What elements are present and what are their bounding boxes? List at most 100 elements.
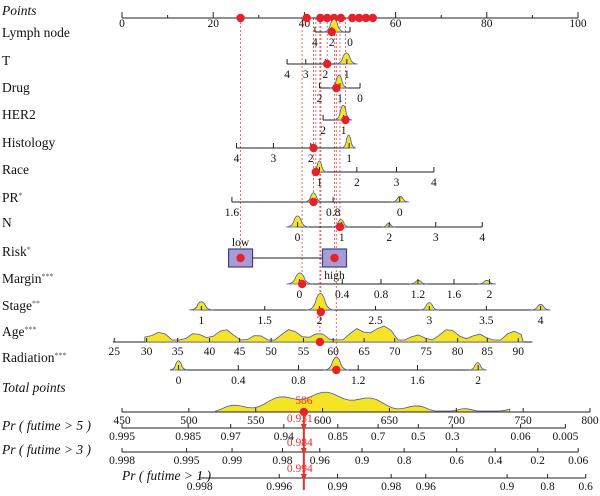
density-total-points [215, 391, 511, 413]
probability-arrow-2 [300, 474, 307, 481]
density-pr-0 [304, 192, 323, 203]
probability-tick-label-2: 0.99 [327, 481, 347, 493]
value-point-n [335, 222, 345, 232]
tick-label-t: 1 [344, 69, 350, 81]
label-lymph: Lymph node [2, 25, 70, 40]
tick-label-age: 35 [172, 346, 184, 358]
value-point-drug [332, 83, 341, 93]
probability-tick-label-2: 0.998 [187, 481, 213, 493]
label-sup-radiation: *** [55, 351, 67, 360]
tick-label-radiation: 0 [176, 375, 182, 387]
total-points-tick-label: 500 [180, 415, 198, 427]
probability-tick-label-0: 0.3 [445, 431, 460, 443]
tick-label-age: 90 [513, 346, 525, 358]
tick-label-age: 65 [358, 346, 370, 358]
density-n-0 [286, 215, 309, 228]
value-point-stage [316, 307, 326, 317]
points-readout-point [236, 13, 245, 23]
tick-label-drug: 1 [337, 93, 343, 105]
points-axis-mark-0 [302, 13, 311, 23]
density-radiation-1 [323, 356, 349, 371]
value-point-histology [309, 143, 318, 153]
probability-tick-label-2: 0.98 [381, 481, 401, 493]
tick-label-margin: 0 [297, 289, 303, 301]
probability-tick-label-0: 0.005 [552, 431, 578, 443]
tick-label-age: 80 [452, 346, 464, 358]
density-t-0 [335, 52, 358, 65]
risk-point-low [236, 253, 245, 263]
points-tick-label: 40 [299, 18, 311, 30]
label-n: N [2, 215, 12, 230]
tick-label-drug: 2 [317, 93, 323, 105]
probability-tick-label-0: 0.85 [328, 431, 348, 443]
tick-label-stage: 2.5 [368, 315, 383, 327]
probability-readout-label-1: 0.984 [287, 437, 313, 449]
label-sup-margin: *** [42, 272, 54, 281]
probability-tick-label-2: 0.96 [416, 481, 436, 493]
probability-tick-label-1: 0.98 [272, 455, 292, 467]
tick-label-margin: 1.6 [447, 289, 462, 301]
tick-label-stage: 3.5 [479, 315, 494, 327]
label-sup-pr: * [19, 191, 23, 200]
tick-label-histology: 4 [234, 153, 240, 165]
label-sup-risk: * [27, 245, 31, 254]
probability-tick-label-2: 0.996 [266, 481, 292, 493]
total-points-tick-label: 750 [515, 415, 533, 427]
probability-tick-label-2: 0.9 [500, 481, 515, 493]
tick-label-age: 70 [389, 346, 401, 358]
tick-label-age: 85 [482, 346, 494, 358]
tick-label-radiation: 1.6 [410, 375, 425, 387]
probability-tick-label-1: 0.2 [531, 455, 546, 467]
tick-label-n: 3 [433, 232, 439, 244]
points-tick-label: 60 [390, 18, 402, 30]
total-points-tick-label: 450 [113, 415, 131, 427]
probability-tick-label-1: 0.995 [174, 455, 200, 467]
risk-label-low: low [232, 237, 250, 249]
density-margin-2 [477, 279, 496, 285]
density-stage-2 [306, 292, 335, 311]
density-lymph-0 [322, 18, 346, 33]
label-probability-2: Pr ( futime > 1 ) [121, 468, 211, 483]
tick-label-t: 4 [284, 69, 290, 81]
value-point-lymph [327, 27, 336, 37]
risk-label-high: high [324, 270, 345, 282]
probability-tick-label-0: 0.995 [109, 431, 135, 443]
probability-tick-label-1: 0.06 [568, 455, 588, 467]
tick-label-stage: 4 [538, 315, 544, 327]
tick-label-race: 2 [354, 177, 360, 189]
tick-label-n: 1 [339, 232, 345, 244]
total-points-tick-label: 800 [581, 415, 599, 427]
tick-label-her2: 2 [320, 125, 326, 137]
tick-label-t: 2 [323, 69, 329, 81]
tick-label-n: 2 [386, 232, 392, 244]
tick-label-radiation: 2 [475, 375, 481, 387]
probability-tick-label-1: 0.4 [488, 455, 503, 467]
probability-tick-label-0: 0.97 [221, 431, 241, 443]
label-points: Points [1, 3, 37, 18]
tick-label-t: 3 [303, 69, 309, 81]
points-tick-label: 80 [481, 18, 493, 30]
tick-label-age: 60 [327, 346, 339, 358]
tick-label-radiation: 0.8 [291, 375, 306, 387]
label-total-points: Total points [2, 380, 66, 395]
density-age [144, 325, 524, 343]
tick-label-pr: 1.6 [225, 207, 240, 219]
label-age: Age*** [2, 324, 37, 339]
tick-label-margin: 1.2 [411, 289, 426, 301]
value-point-margin [297, 279, 307, 289]
tick-label-lymph: 0 [347, 37, 353, 49]
tick-label-lymph: 4 [312, 37, 318, 49]
label-pr: PR* [2, 190, 23, 205]
tick-label-age: 40 [204, 346, 216, 358]
tick-label-radiation: 0.4 [231, 375, 246, 387]
points-axis-mark-4 [336, 13, 346, 23]
points-axis-mark-b1 [354, 13, 364, 23]
points-axis-mark-b0 [348, 13, 357, 23]
points-tick-label: 0 [119, 18, 125, 30]
label-probability-0: Pr ( futime > 5 ) [1, 418, 91, 433]
tick-label-margin: 0.8 [374, 289, 389, 301]
label-stage: Stage** [2, 298, 40, 313]
tick-label-race: 3 [394, 177, 400, 189]
tick-label-age: 55 [298, 346, 310, 358]
points-tick-label: 100 [569, 18, 587, 30]
